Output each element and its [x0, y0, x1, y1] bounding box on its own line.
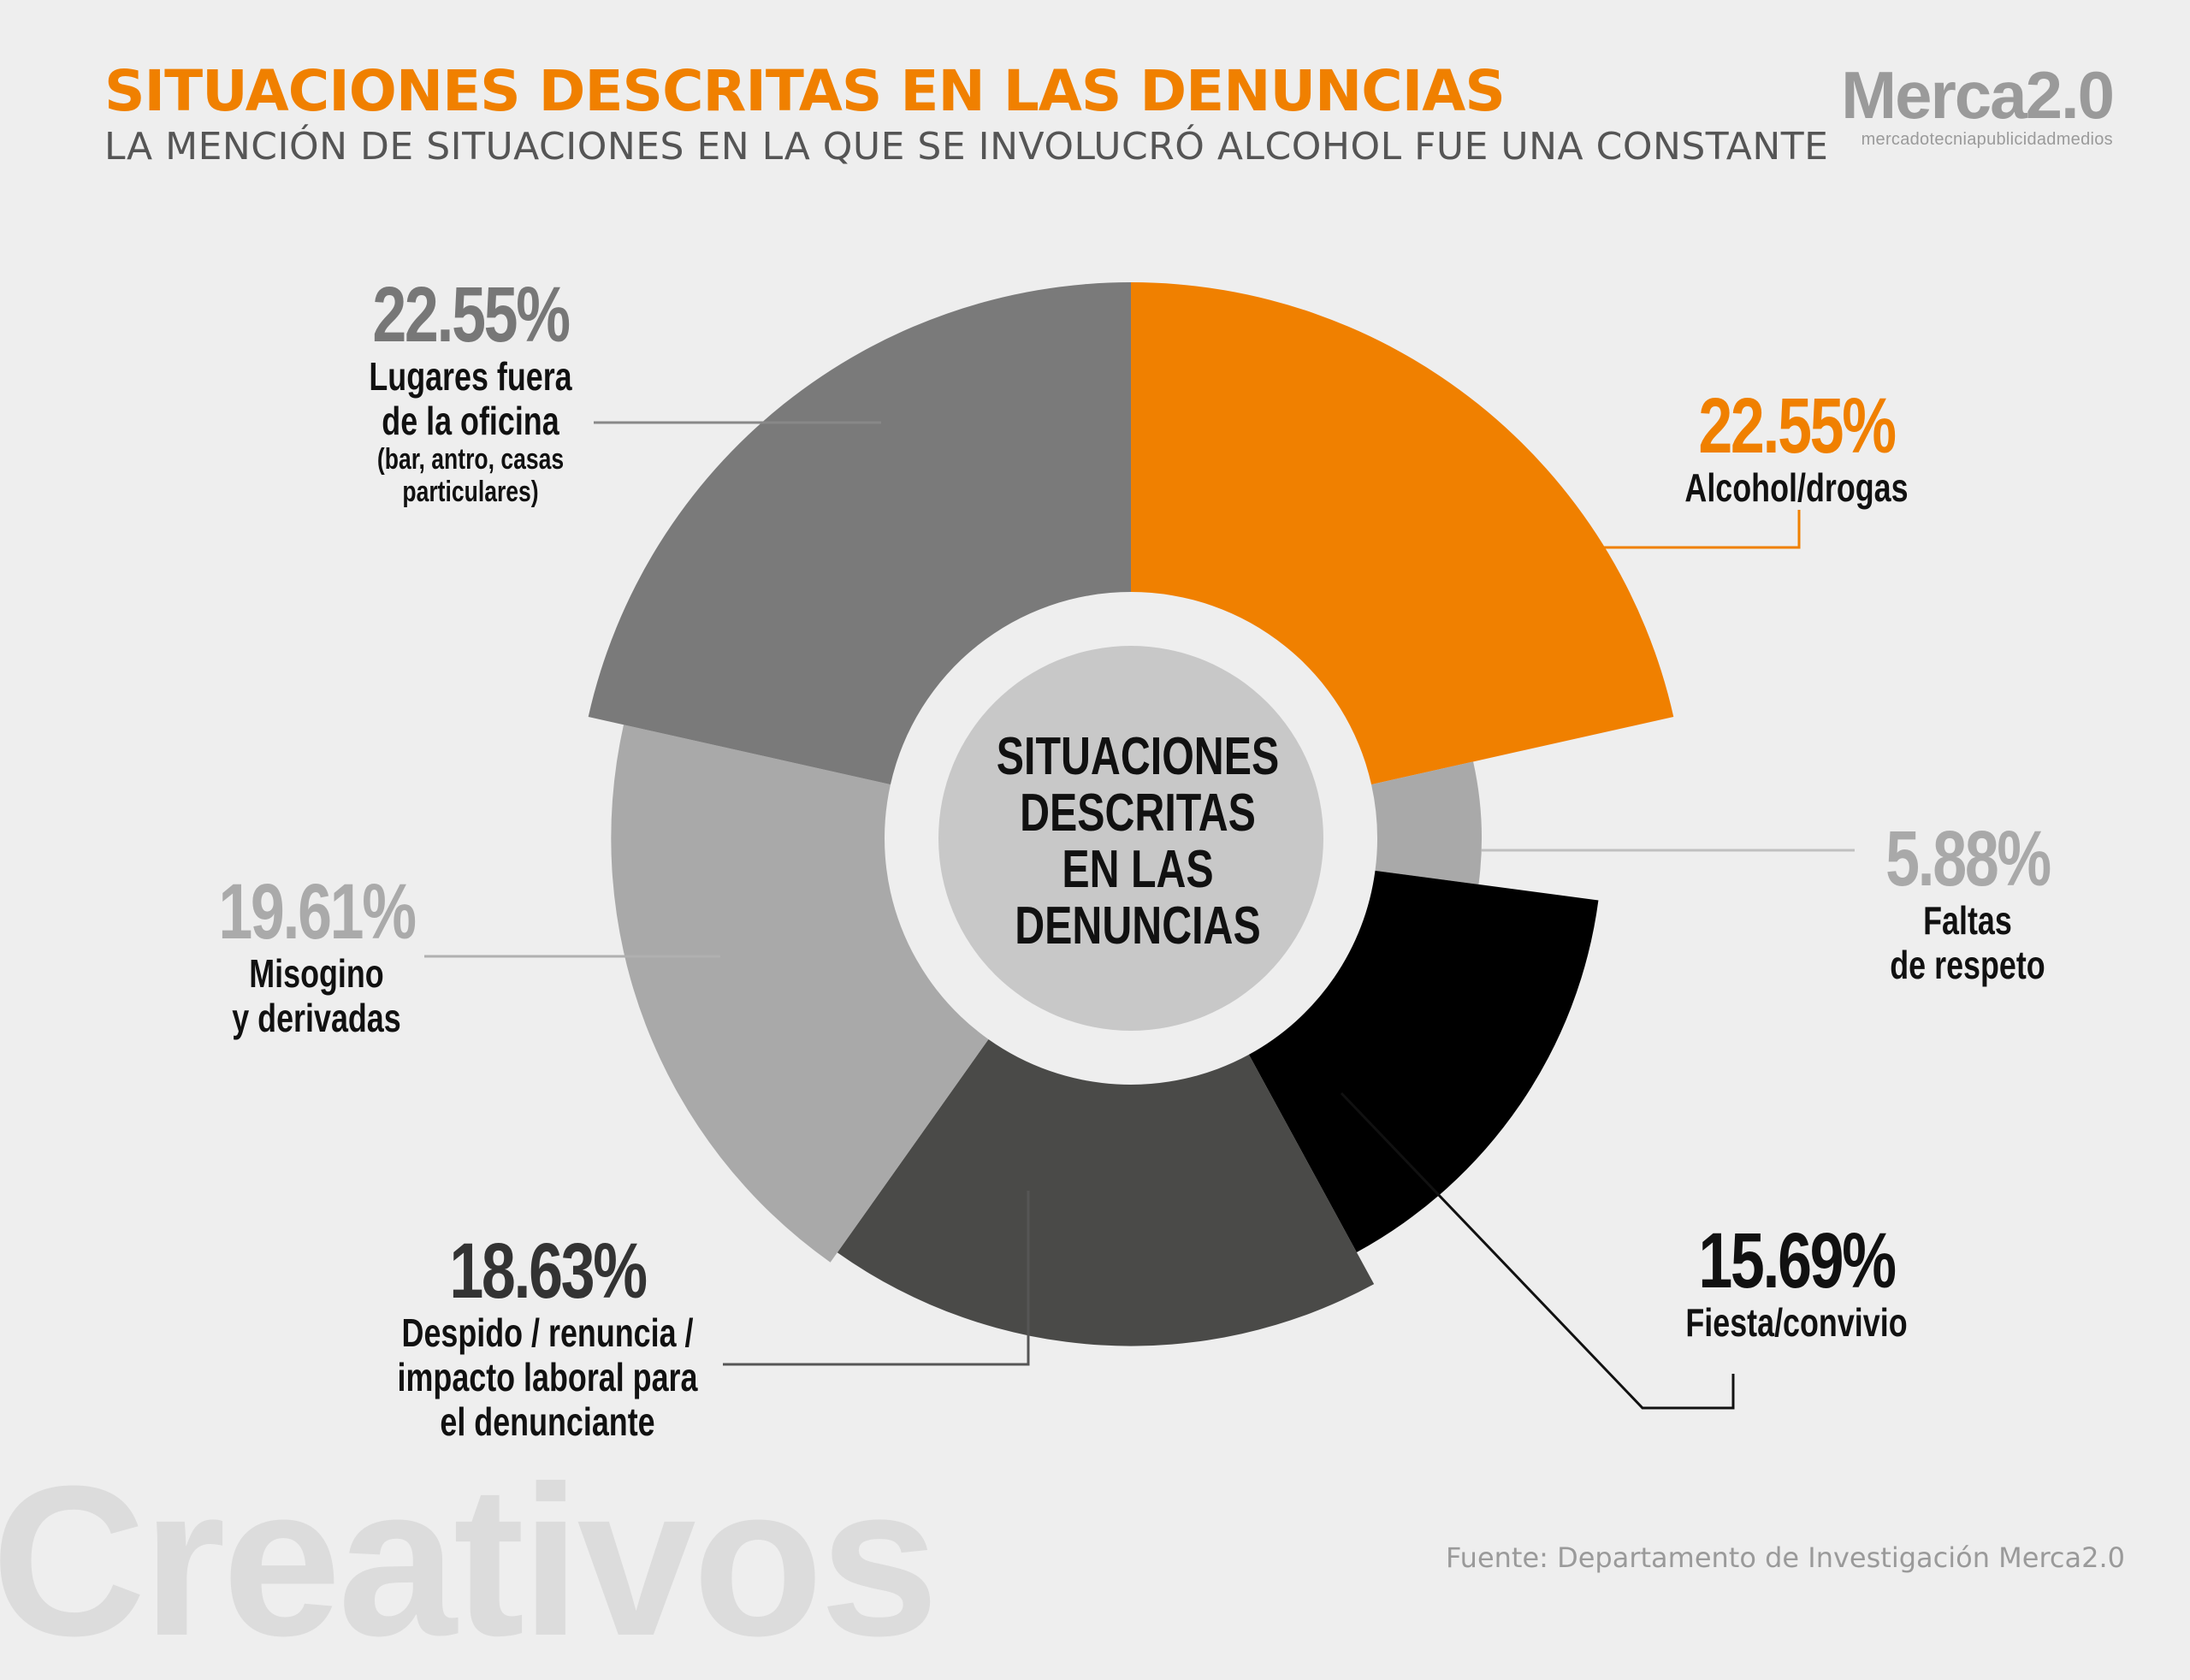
center-disc — [938, 646, 1323, 1031]
value-label: 15.69% — [1698, 1217, 1897, 1304]
logo-tagline: mercadotecniapublicidadmedios — [1861, 130, 2113, 149]
slice-despido — [837, 1038, 1375, 1346]
source-note: Fuente: Departamento de Investigación Me… — [1446, 1541, 2125, 1574]
page-title: SITUACIONES DESCRITAS EN LAS DENUNCIAS — [104, 58, 1506, 124]
category-label: Lugares fuera de la oficina — [369, 354, 572, 443]
label-faltas-respeto: 5.88% Faltas de respeto — [1841, 819, 2094, 987]
label-fiesta-convivio: 15.69% Fiesta/convivio — [1656, 1222, 1937, 1345]
merca-logo: Merca2.0 mercadotecniapublicidadmedios — [1822, 57, 2115, 150]
label-despido: 18.63% Despido / renuncia / impacto labo… — [388, 1232, 707, 1444]
leader-despido — [723, 1191, 1030, 1366]
label-misogino: 19.61% Misogino y derivadas — [176, 873, 457, 1040]
category-label: Alcohol/drogas — [1684, 465, 1909, 510]
value-label: 22.55% — [372, 271, 571, 358]
center-label: SITUACIONES DESCRITAS EN LAS DENUNCIAS — [996, 727, 1280, 955]
page-subtitle: LA MENCIÓN DE SITUACIONES EN LA QUE SE I… — [104, 125, 1829, 169]
value-label: 19.61% — [218, 868, 417, 955]
slice-misogino — [611, 725, 989, 1263]
value-label: 5.88% — [1885, 815, 2051, 902]
value-label: 22.55% — [1698, 382, 1897, 470]
logo-name: Merca2.0 — [1841, 57, 2115, 133]
slice-lugares-fuera — [588, 282, 1131, 785]
value-label: 18.63% — [449, 1227, 648, 1315]
slice-alcohol-drogas — [1131, 282, 1674, 785]
watermark: Creativos — [0, 1441, 938, 1680]
category-label: Faltas de respeto — [1890, 898, 2045, 987]
label-alcohol-drogas: 22.55% Alcohol/drogas — [1656, 387, 1937, 510]
slice-fiesta-convivio — [1248, 870, 1599, 1252]
category-label: Misogino y derivadas — [232, 951, 401, 1040]
category-note: (bar, antro, casas particulares) — [376, 443, 565, 508]
radial-donut-chart — [424, 282, 1855, 1410]
category-label: Despido / renuncia / impacto laboral par… — [397, 1310, 698, 1444]
slice-faltas-respeto — [1371, 761, 1482, 884]
label-lugares-fuera: 22.55% Lugares fuera de la oficina (bar,… — [330, 275, 611, 508]
leader-alcohol-drogas — [1600, 510, 1801, 549]
leader-fiesta-convivio — [1340, 1091, 1735, 1410]
category-label: Fiesta/convivio — [1685, 1300, 1908, 1345]
